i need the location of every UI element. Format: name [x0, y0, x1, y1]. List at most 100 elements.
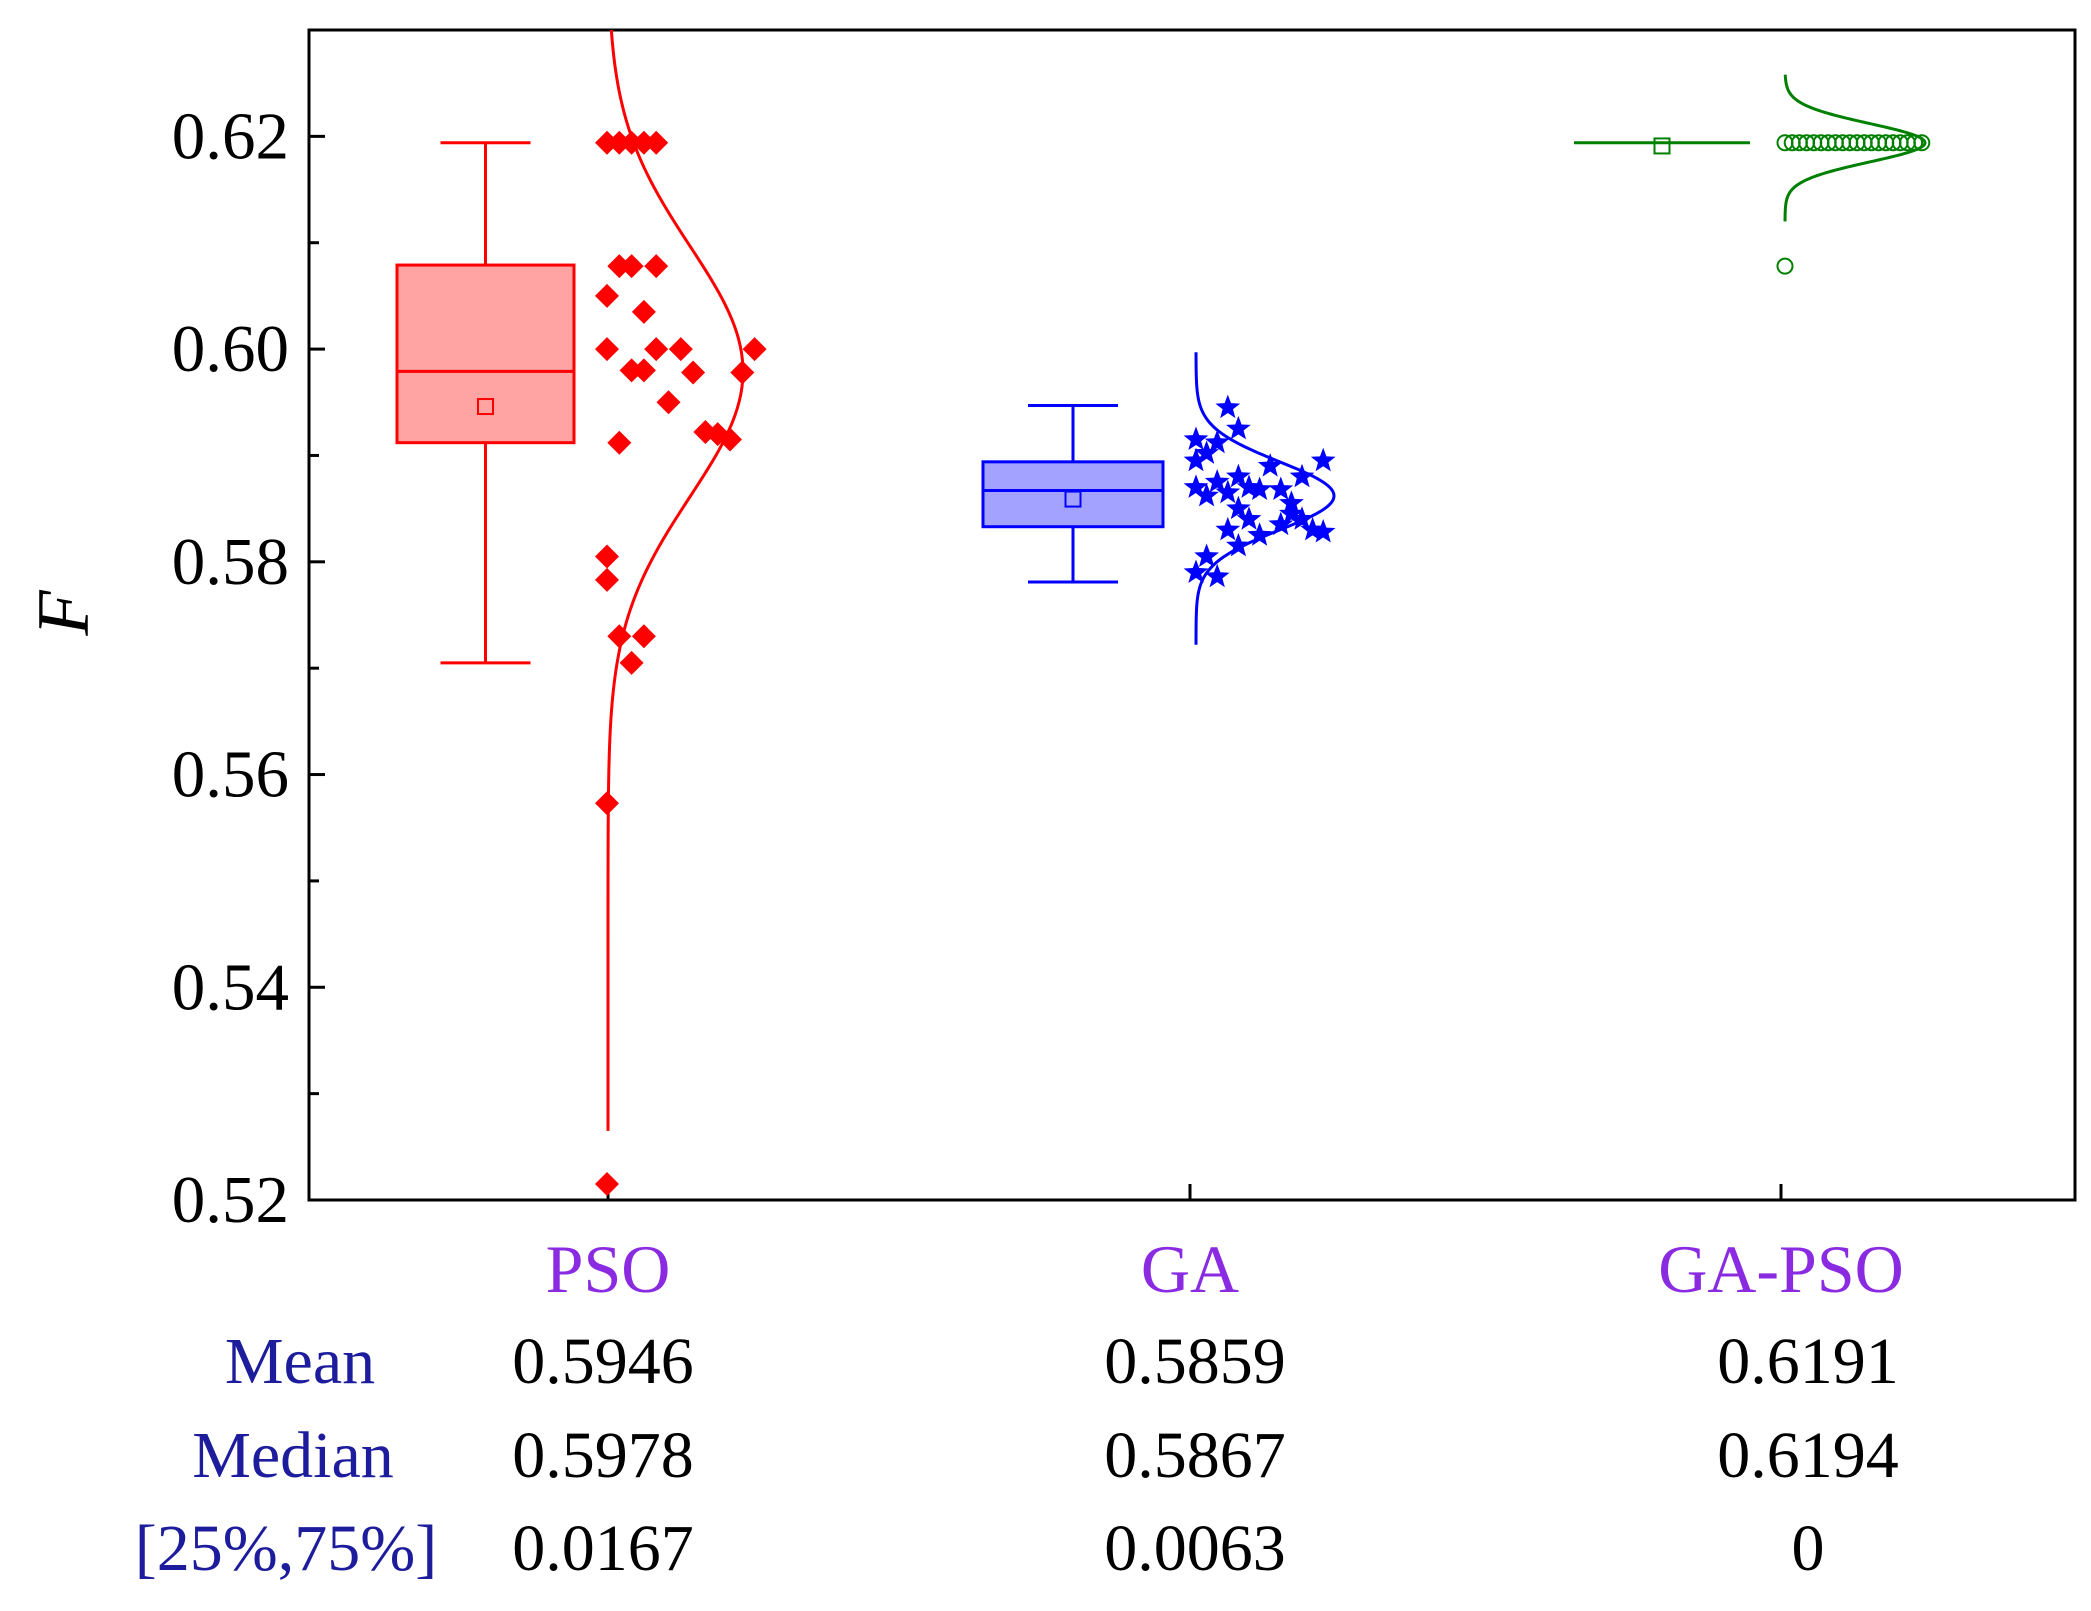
data-point — [718, 427, 742, 452]
data-point — [730, 360, 755, 385]
stats-value: 0.6191 — [1717, 1325, 1899, 1398]
iqr-box — [395, 263, 576, 445]
data-point — [607, 130, 632, 155]
stats-value: 0 — [1792, 1512, 1825, 1585]
data-point — [1194, 440, 1219, 464]
stats-row-mean: Mean 0.5946 0.5859 0.6191 — [225, 1325, 1899, 1398]
mean-marker — [1653, 137, 1671, 155]
outlier-point — [1776, 257, 1794, 275]
data-point — [595, 283, 619, 308]
data-point — [595, 567, 619, 592]
data-point — [595, 1172, 619, 1197]
data-point — [656, 390, 681, 415]
iqr-box — [981, 460, 1165, 529]
y-tick-label: 0.52 — [172, 1163, 289, 1237]
x-axis-categories: PSO GA GA-PSO — [546, 1231, 1904, 1307]
data-point — [1257, 453, 1283, 477]
data-point — [607, 624, 632, 649]
category-label: GA — [1141, 1231, 1239, 1307]
data-point — [1913, 134, 1931, 152]
data-point — [1204, 469, 1230, 493]
data-point — [619, 254, 644, 279]
data-point — [1268, 476, 1294, 501]
data-point — [1279, 500, 1304, 525]
data-point — [607, 254, 632, 279]
data-point — [595, 130, 619, 155]
data-point — [1183, 447, 1209, 472]
data-point — [1226, 463, 1251, 488]
data-point — [644, 254, 669, 279]
stats-table: Mean 0.5946 0.5859 0.6191 Median 0.5978 0.5867… — [135, 1325, 1899, 1585]
data-point — [1226, 415, 1251, 440]
distribution-curve — [1194, 352, 1336, 645]
data-point — [1183, 474, 1209, 498]
stats-value: 0.5859 — [1104, 1325, 1286, 1398]
data-point — [1204, 429, 1230, 454]
category-label: PSO — [546, 1231, 671, 1307]
stats-row-25-75: [25%,75%] 0.0167 0.0063 0 — [135, 1512, 1825, 1585]
data-point — [644, 337, 669, 362]
series-ga-pso — [1574, 74, 1931, 1200]
y-tick-label: 0.56 — [172, 738, 289, 812]
mean-marker — [1064, 490, 1082, 508]
data-point — [1226, 532, 1251, 557]
y-tick-label: 0.54 — [172, 950, 289, 1024]
data-point — [1183, 426, 1209, 451]
data-point — [1289, 506, 1315, 530]
data-point — [631, 130, 656, 155]
stats-value: 0.0063 — [1104, 1512, 1286, 1585]
data-point — [1226, 495, 1251, 520]
data-point — [619, 130, 644, 155]
data-point — [1906, 134, 1924, 152]
data-point — [1215, 516, 1241, 541]
data-point — [1236, 506, 1262, 530]
data-point — [1247, 476, 1272, 501]
series-layer — [395, 29, 1931, 1200]
data-point — [668, 337, 693, 362]
series-pso — [395, 29, 767, 1200]
y-axis-title: F — [23, 590, 105, 637]
data-point — [1268, 511, 1294, 536]
data-point — [1215, 479, 1241, 504]
stats-value: 0.6194 — [1717, 1419, 1899, 1492]
data-point — [1183, 559, 1209, 583]
stats-value: 0.5978 — [512, 1419, 694, 1492]
data-point — [1310, 519, 1336, 543]
y-tick-label: 0.58 — [172, 525, 289, 599]
stats-row-label: Median — [192, 1419, 394, 1492]
data-point — [1310, 447, 1336, 472]
data-point — [607, 430, 632, 455]
data-point — [1247, 522, 1272, 546]
data-point — [619, 650, 644, 675]
data-point — [681, 360, 706, 385]
data-point — [595, 791, 619, 816]
category-label: GA-PSO — [1658, 1231, 1904, 1307]
plot-frame — [307, 28, 2077, 1202]
series-ga — [981, 352, 1336, 1200]
distribution-curve — [606, 29, 745, 1131]
data-point — [1289, 463, 1315, 488]
stats-row-label: Mean — [225, 1325, 375, 1398]
mean-marker — [477, 398, 494, 416]
data-point — [644, 130, 669, 155]
data-point — [1204, 563, 1230, 588]
data-point — [1194, 543, 1219, 568]
stats-value: 0.5946 — [512, 1325, 694, 1398]
y-axis: 0.52 0.54 0.56 0.58 0.60 0.62 — [172, 99, 325, 1237]
data-point — [742, 337, 767, 362]
stats-value: 0.5867 — [1104, 1419, 1286, 1492]
data-point — [1194, 482, 1219, 507]
data-point — [631, 358, 656, 383]
data-point — [619, 358, 644, 383]
stats-row-label: [25%,75%] — [135, 1512, 437, 1585]
data-point — [631, 624, 656, 649]
y-tick-label: 0.60 — [172, 312, 289, 386]
data-point — [595, 337, 619, 362]
stats-row-median: Median 0.5978 0.5867 0.6194 — [192, 1419, 1899, 1492]
y-tick-label: 0.62 — [172, 99, 289, 173]
stats-value: 0.0167 — [512, 1512, 694, 1585]
data-point — [595, 544, 619, 569]
data-point — [1215, 394, 1241, 419]
data-point — [631, 299, 656, 324]
